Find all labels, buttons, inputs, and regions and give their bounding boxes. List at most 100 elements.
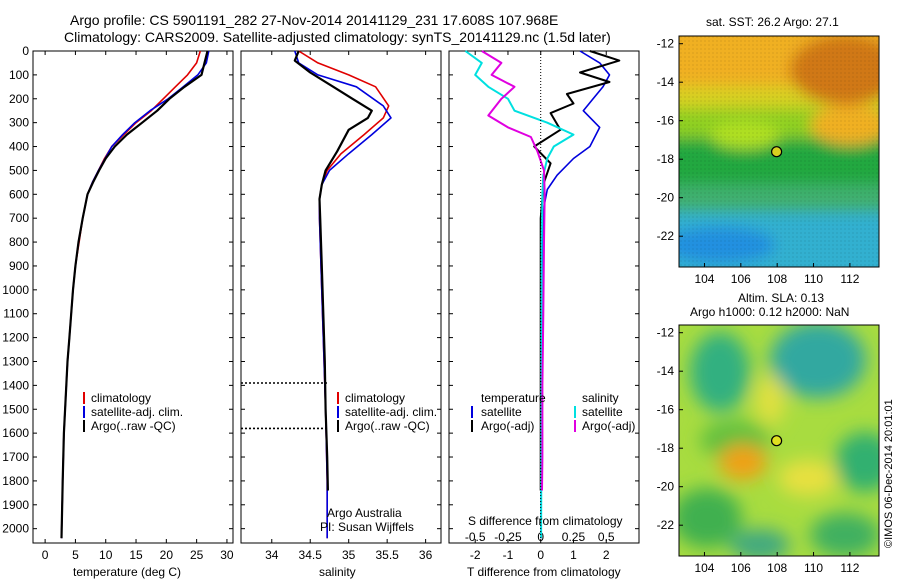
top-tick-label: 0.5: [598, 530, 615, 544]
y-tick-label: 300: [9, 116, 29, 130]
x-tick-label: 2: [603, 548, 610, 562]
y-tick-label: 100: [9, 68, 29, 82]
y-tick-label: 1600: [2, 426, 29, 440]
y-tick-label: 400: [9, 140, 29, 154]
difference-axes: -2 -1 0 1 2-0.5 -0.25 0 0.25 0.5: [449, 50, 639, 562]
legend-header-temperature: temperature: [481, 391, 546, 405]
map-y-tick-label: -20: [657, 480, 675, 494]
argo-australia-label: Argo Australia: [327, 506, 402, 520]
top-tick-label: -0.25: [494, 530, 522, 544]
sst-map-axes: 104 106 108 110 112 -12 -14 -16 -18 -20 -22: [657, 37, 860, 286]
map-y-tick-label: -18: [657, 441, 675, 455]
x-tick-label: 34: [265, 548, 279, 562]
map-x-tick-label: 106: [731, 272, 751, 286]
series-line-climatology: [60, 50, 202, 539]
map-x-tick-label: 110: [804, 561, 823, 575]
top-tick-label: -0.5: [465, 530, 486, 544]
temperature-series: [60, 50, 210, 539]
series-line-argo-raw-qc: [60, 50, 209, 539]
map-x-tick-label: 106: [731, 561, 751, 575]
t-diff-axis-label: T difference from climatology: [467, 565, 621, 579]
x-tick-label: 0: [537, 548, 544, 562]
legend-label-climatology: climatology: [91, 391, 151, 405]
y-tick-label: 600: [9, 187, 29, 201]
y-tick-label: 1800: [2, 474, 29, 488]
x-tick-label: 0: [42, 548, 49, 562]
x-tick-label: -2: [470, 548, 481, 562]
salinity-series: [241, 50, 392, 539]
map-x-tick-label: 112: [840, 561, 859, 575]
map-x-tick-label: 108: [767, 561, 787, 575]
temperature-axes: 0 5 10 15 20 25 300100200300400500600700800900…: [2, 44, 234, 562]
sla-map-frame: [678, 324, 880, 557]
difference-panel-frame: [448, 50, 640, 544]
legend-label-satellite: satellite-adj. clim.: [345, 405, 437, 419]
map-x-tick-label: 108: [767, 272, 787, 286]
top-tick-label: 0.25: [562, 530, 586, 544]
y-tick-label: 1200: [2, 331, 29, 345]
legend-label-t-argo: Argo(-adj): [481, 419, 534, 433]
difference-legend: temperature salinity satellite Argo(-adj…: [471, 391, 635, 433]
temperature-axis-label: temperature (deg C): [73, 565, 181, 579]
sst-map-title: sat. SST: 26.2 Argo: 27.1: [706, 15, 839, 29]
y-tick-label: 1300: [2, 354, 29, 368]
x-tick-label: 30: [220, 548, 234, 562]
pi-label: PI: Susan Wijffels: [320, 520, 414, 534]
salinity-axes: 34 34.5 35 35.5 36: [241, 50, 441, 562]
map-x-tick-label: 110: [804, 272, 823, 286]
series-line-salinity-satellite: [464, 50, 575, 539]
map-y-tick-label: -14: [657, 364, 675, 378]
legend-label-s-argo: Argo(-adj): [582, 419, 635, 433]
figure-title-line2: Climatology: CARS2009. Satellite-adjuste…: [64, 29, 611, 45]
legend-label-s-satellite: satellite: [582, 405, 623, 419]
y-tick-label: 0: [22, 44, 29, 58]
map-y-tick-label: -22: [657, 229, 675, 243]
series-line-salinity-argo-adj: [481, 50, 546, 491]
x-tick-label: 20: [160, 548, 174, 562]
salinity-panel-frame: [240, 50, 442, 544]
y-tick-label: 1000: [2, 283, 29, 297]
map-x-tick-label: 112: [840, 272, 859, 286]
x-tick-label: 36: [419, 548, 433, 562]
sla-profile-location-marker: [770, 435, 783, 447]
y-tick-label: 200: [9, 92, 29, 106]
legend-label-argo: Argo(..raw -QC): [91, 419, 176, 433]
y-tick-label: 500: [9, 163, 29, 177]
y-tick-label: 1400: [2, 378, 29, 392]
map-y-tick-label: -14: [657, 75, 675, 89]
map-y-tick-label: -16: [657, 114, 675, 128]
map-y-tick-label: -18: [657, 152, 675, 166]
x-tick-label: 10: [99, 548, 113, 562]
sst-profile-location-marker: [770, 146, 783, 158]
y-tick-label: 1900: [2, 498, 29, 512]
legend-label-t-satellite: satellite: [481, 405, 522, 419]
map-y-tick-label: -12: [657, 326, 675, 340]
temperature-legend: climatology satellite-adj. clim. Argo(..…: [83, 391, 183, 433]
x-tick-label: 35.5: [375, 548, 399, 562]
legend-label-argo: Argo(..raw -QC): [345, 419, 430, 433]
series-line-argo-raw-qc: [293, 50, 373, 491]
series-line-climatology: [298, 50, 390, 539]
sla-map: [679, 325, 879, 556]
map-y-tick-label: -16: [657, 403, 675, 417]
legend-label-satellite: satellite-adj. clim.: [91, 405, 183, 419]
y-tick-label: 900: [9, 259, 29, 273]
x-tick-label: -1: [503, 548, 514, 562]
imos-credit: ©IMOS 06-Dec-2014 20:01:01: [883, 399, 895, 548]
y-tick-label: 1500: [2, 402, 29, 416]
y-tick-label: 800: [9, 235, 29, 249]
map-x-tick-label: 104: [694, 272, 714, 286]
salinity-legend: climatology satellite-adj. clim. Argo(..…: [337, 391, 437, 433]
map-y-tick-label: -22: [657, 518, 675, 532]
y-tick-label: 1100: [3, 307, 29, 321]
sla-map-title-line1: Altim. SLA: 0.13: [738, 291, 824, 305]
sla-map-axes: 104 106 108 110 112 -12 -14 -16 -18 -20 -22: [657, 326, 860, 575]
map-y-tick-label: -20: [657, 191, 675, 205]
map-y-tick-label: -12: [657, 37, 675, 51]
difference-series: [464, 50, 621, 543]
y-tick-label: 1700: [2, 450, 29, 464]
x-tick-label: 15: [129, 548, 143, 562]
s-diff-axis-label: S difference from climatology: [468, 514, 623, 528]
sla-map-title-line2: Argo h1000: 0.12 h2000: NaN: [690, 305, 849, 319]
